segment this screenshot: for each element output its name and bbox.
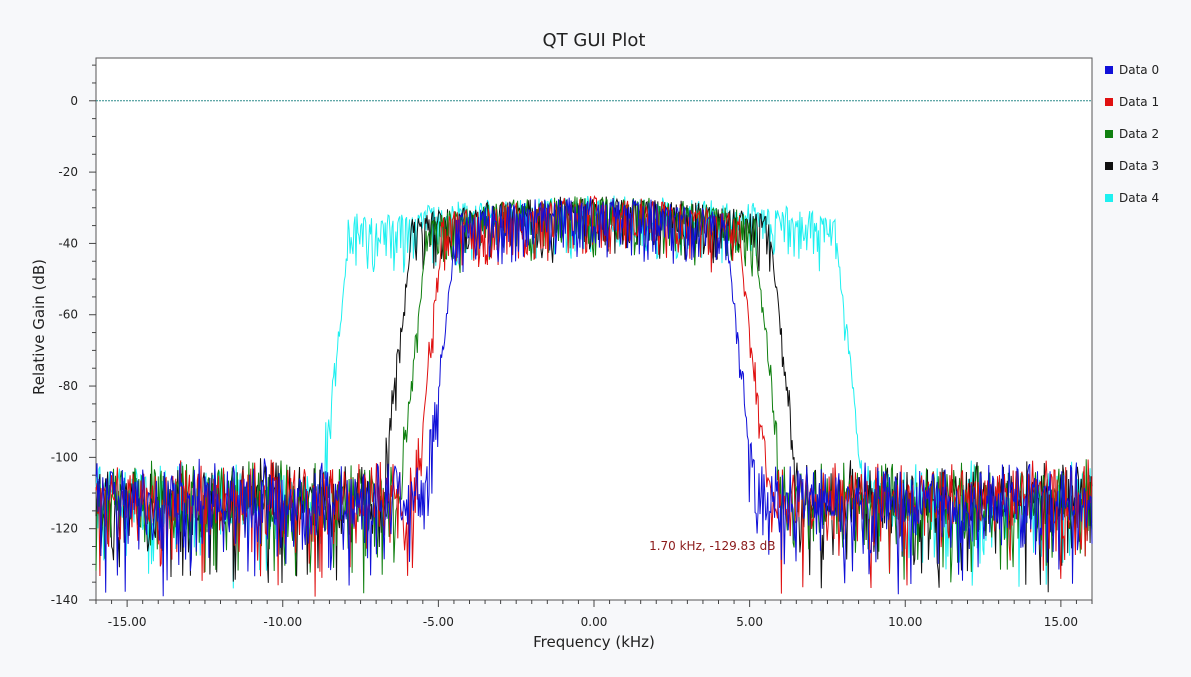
y-axis-label: Relative Gain (dB) bbox=[30, 259, 48, 395]
y-tick-label: -80 bbox=[58, 379, 78, 393]
x-tick-label: -10.00 bbox=[263, 615, 302, 629]
y-tick-label: -20 bbox=[58, 165, 78, 179]
legend[interactable]: Data 0 Data 1 Data 2 Data 3 Data 4 bbox=[1105, 63, 1159, 205]
legend-swatch-1[interactable] bbox=[1105, 98, 1113, 106]
legend-label-0[interactable]: Data 0 bbox=[1119, 63, 1159, 77]
series-line-0 bbox=[95, 197, 1093, 597]
x-tick-label: 5.00 bbox=[736, 615, 763, 629]
y-tick-label: -140 bbox=[51, 593, 78, 607]
legend-swatch-2[interactable] bbox=[1105, 130, 1113, 138]
x-tick-label: -15.00 bbox=[108, 615, 147, 629]
legend-swatch-0[interactable] bbox=[1105, 66, 1113, 74]
legend-swatch-4[interactable] bbox=[1105, 194, 1113, 202]
x-tick-label: 0.00 bbox=[581, 615, 608, 629]
x-axis: -15.00 -10.00 -5.00 0.00 5.00 10.00 15.00 bbox=[95, 600, 1093, 629]
x-axis-label: Frequency (kHz) bbox=[533, 633, 655, 651]
legend-label-3[interactable]: Data 3 bbox=[1119, 159, 1159, 173]
y-tick-label: -40 bbox=[58, 236, 78, 250]
y-tick-label: -120 bbox=[51, 522, 78, 536]
chart-title: QT GUI Plot bbox=[543, 30, 646, 51]
legend-label-2[interactable]: Data 2 bbox=[1119, 127, 1159, 141]
x-tick-label: 15.00 bbox=[1044, 615, 1078, 629]
legend-swatch-3[interactable] bbox=[1105, 162, 1113, 170]
legend-label-1[interactable]: Data 1 bbox=[1119, 95, 1159, 109]
traces-group bbox=[95, 195, 1093, 597]
legend-label-4[interactable]: Data 4 bbox=[1119, 191, 1159, 205]
y-axis: 0 -20 -40 -60 -80 -100 -120 -140 bbox=[51, 64, 96, 607]
x-tick-label: 10.00 bbox=[888, 615, 922, 629]
cursor-readout: 1.70 kHz, -129.83 dB bbox=[649, 539, 775, 553]
y-tick-label: 0 bbox=[70, 94, 78, 108]
y-tick-label: -60 bbox=[58, 308, 78, 322]
x-tick-label: -5.00 bbox=[423, 615, 454, 629]
y-tick-label: -100 bbox=[51, 450, 78, 464]
